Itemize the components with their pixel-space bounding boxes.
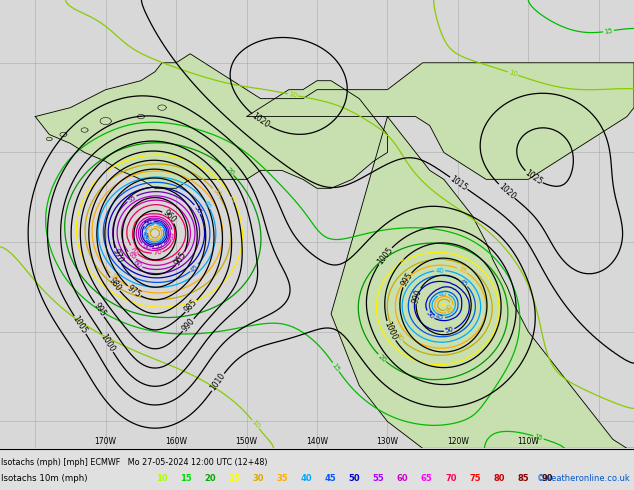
Text: 55: 55	[373, 474, 384, 483]
Text: 70: 70	[152, 249, 162, 256]
Text: 25: 25	[228, 194, 237, 204]
Text: 45: 45	[435, 313, 444, 321]
Text: 30: 30	[211, 187, 221, 198]
Text: 970: 970	[110, 247, 124, 264]
Text: 1020: 1020	[250, 111, 271, 129]
Polygon shape	[81, 128, 88, 132]
Polygon shape	[247, 63, 634, 179]
Text: 1015: 1015	[448, 174, 469, 193]
Text: 65: 65	[421, 474, 432, 483]
Text: 30: 30	[252, 474, 264, 483]
Text: 60: 60	[397, 474, 408, 483]
Text: 960: 960	[161, 208, 178, 225]
Text: 975: 975	[126, 283, 143, 299]
Text: 35: 35	[456, 266, 467, 275]
Text: 75: 75	[469, 474, 481, 483]
Text: 30: 30	[394, 332, 404, 343]
Text: 45: 45	[325, 474, 336, 483]
Polygon shape	[46, 137, 52, 141]
Text: 15: 15	[180, 474, 191, 483]
Text: ©weatheronline.co.uk: ©weatheronline.co.uk	[537, 474, 631, 483]
Text: 140W: 140W	[306, 437, 328, 446]
Text: 50: 50	[444, 326, 454, 335]
Text: 25: 25	[398, 257, 408, 267]
Text: 30: 30	[444, 302, 454, 313]
Text: 15: 15	[604, 27, 613, 35]
Text: 50: 50	[193, 204, 202, 215]
Text: 10: 10	[288, 91, 298, 99]
Text: 995: 995	[91, 301, 107, 319]
Text: 985: 985	[183, 298, 200, 315]
Text: 110W: 110W	[517, 437, 540, 446]
Text: 1000: 1000	[382, 320, 399, 342]
Text: 50: 50	[349, 474, 360, 483]
Polygon shape	[331, 117, 634, 448]
Text: 35: 35	[276, 474, 288, 483]
Text: 45: 45	[140, 230, 148, 240]
Text: 85: 85	[517, 474, 529, 483]
Text: 1020: 1020	[496, 182, 517, 201]
Text: 20: 20	[224, 166, 235, 177]
Text: 50: 50	[425, 310, 436, 320]
Text: Isotachs 10m (mph): Isotachs 10m (mph)	[1, 474, 87, 483]
Text: 995: 995	[399, 271, 414, 289]
Text: 1005: 1005	[375, 245, 394, 266]
Text: 65: 65	[127, 250, 137, 261]
Text: Isotachs (mph) [mph] ECMWF   Mo 27-05-2024 12:00 UTC (12+48): Isotachs (mph) [mph] ECMWF Mo 27-05-2024…	[1, 458, 268, 466]
Text: 1005: 1005	[71, 315, 89, 336]
Text: 40: 40	[301, 474, 312, 483]
Text: 25: 25	[228, 474, 240, 483]
Text: 10: 10	[508, 70, 518, 78]
Text: 70: 70	[129, 245, 139, 255]
Text: 65: 65	[169, 230, 176, 240]
Text: 990: 990	[411, 288, 424, 304]
Text: 60: 60	[141, 242, 152, 251]
Text: 150W: 150W	[236, 437, 257, 446]
Text: 15: 15	[533, 433, 543, 441]
Text: 45: 45	[189, 263, 200, 273]
Polygon shape	[138, 114, 145, 119]
Text: 80: 80	[493, 474, 505, 483]
Text: 1010: 1010	[209, 372, 227, 392]
Text: 35: 35	[446, 305, 456, 315]
Polygon shape	[100, 118, 112, 124]
Text: 170W: 170W	[94, 437, 117, 446]
Text: 60: 60	[132, 260, 143, 270]
Text: 35: 35	[144, 223, 155, 234]
Text: 10: 10	[156, 474, 167, 483]
Text: 980: 980	[107, 276, 122, 293]
Text: 20: 20	[204, 474, 216, 483]
Text: 55: 55	[127, 194, 137, 203]
Text: 965: 965	[173, 250, 189, 268]
Text: 40: 40	[154, 221, 165, 230]
Text: 1000: 1000	[99, 332, 117, 354]
Text: 40: 40	[202, 199, 212, 210]
Text: 120W: 120W	[447, 437, 469, 446]
Text: 70: 70	[445, 474, 456, 483]
Text: 90: 90	[541, 474, 553, 483]
Text: 990: 990	[180, 317, 197, 333]
Polygon shape	[60, 132, 67, 137]
Text: 20: 20	[377, 353, 387, 363]
Text: 55: 55	[154, 242, 164, 250]
Text: 35: 35	[108, 271, 119, 282]
Text: 50: 50	[143, 218, 154, 227]
Text: 45: 45	[458, 278, 469, 288]
Polygon shape	[36, 54, 387, 188]
Polygon shape	[158, 105, 166, 110]
Text: 40: 40	[435, 267, 444, 273]
Text: 130W: 130W	[377, 437, 398, 446]
Text: 40: 40	[438, 291, 448, 297]
Text: 1025: 1025	[523, 169, 544, 187]
Text: 160W: 160W	[165, 437, 187, 446]
Text: 15: 15	[331, 362, 341, 372]
Text: 10: 10	[250, 419, 261, 430]
